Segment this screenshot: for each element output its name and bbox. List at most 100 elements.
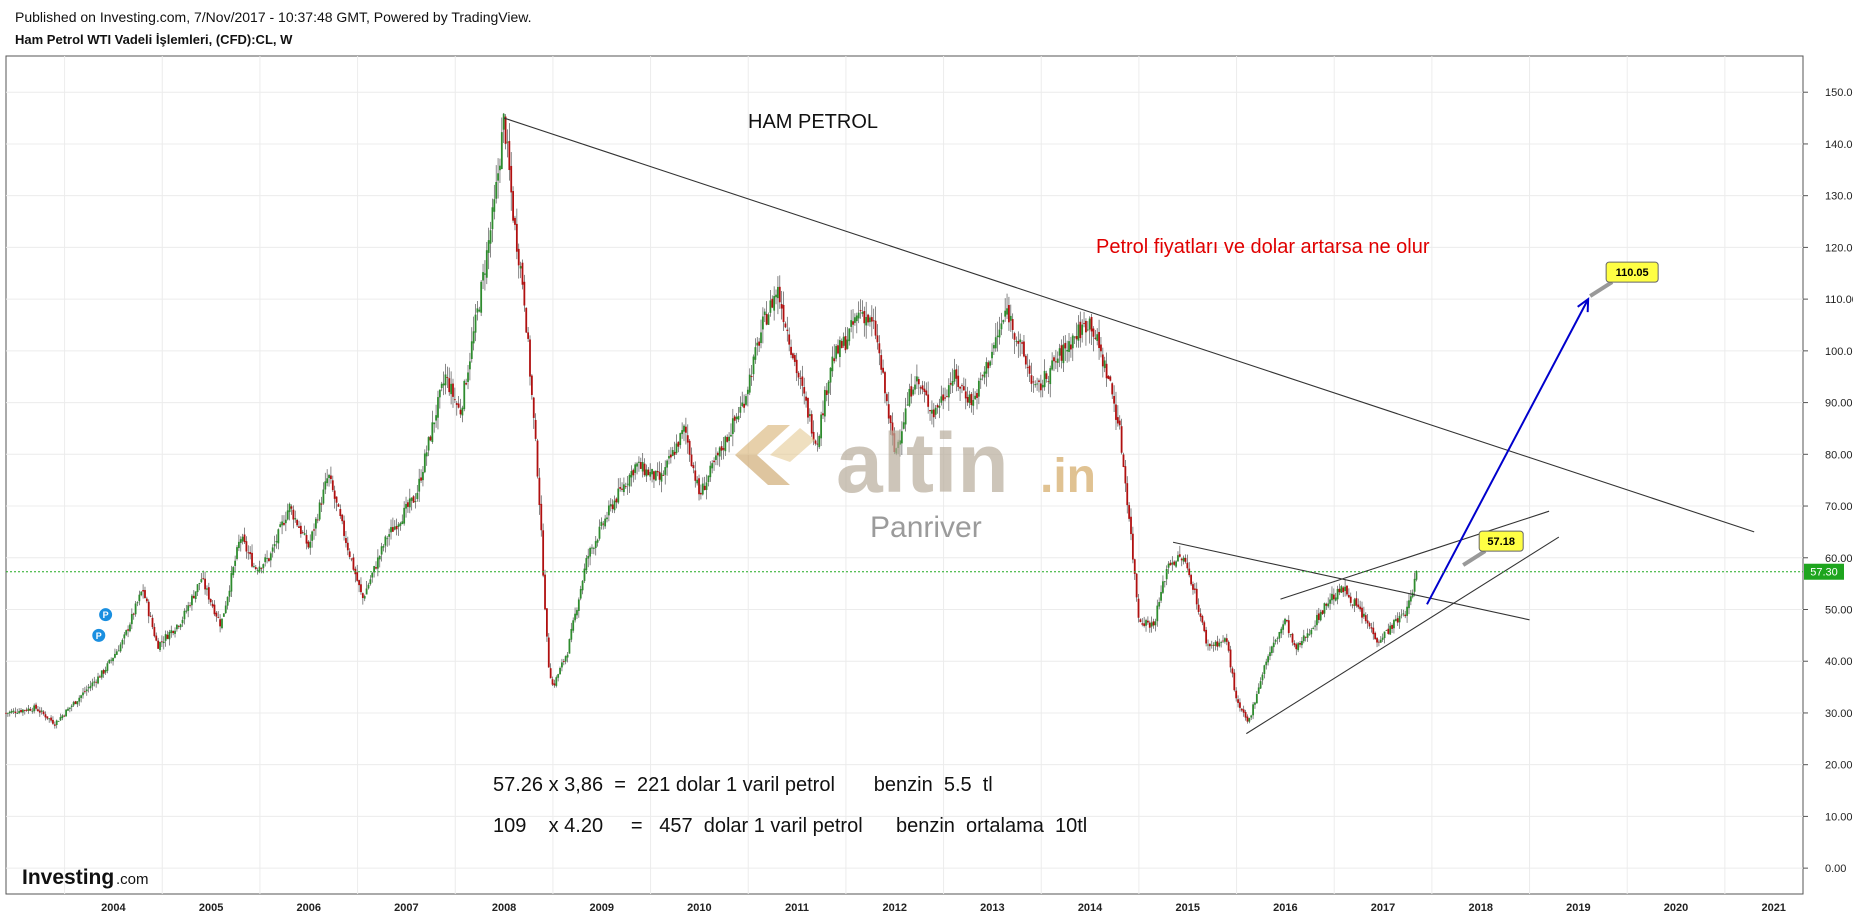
candle	[1028, 365, 1031, 374]
candle	[546, 608, 548, 637]
candle	[168, 631, 171, 640]
candle	[108, 659, 111, 664]
candle	[345, 538, 347, 543]
candle	[576, 610, 578, 616]
candle	[1075, 336, 1078, 340]
candle	[18, 711, 21, 713]
candle	[352, 557, 355, 570]
candle	[181, 619, 184, 624]
candle	[222, 613, 225, 617]
candle	[878, 343, 881, 354]
candle	[577, 599, 580, 611]
candle	[1374, 632, 1377, 640]
candle	[390, 527, 392, 533]
candle	[125, 630, 128, 635]
candle	[981, 375, 984, 377]
candle	[606, 517, 608, 520]
candle	[1355, 598, 1358, 606]
grid	[6, 56, 1803, 894]
candle	[519, 266, 522, 269]
candle	[1394, 619, 1397, 622]
candle	[1064, 342, 1067, 349]
candle	[835, 346, 838, 359]
equation-1: 57.26 x 3,86 = 221 dolar 1 varil petrol …	[493, 774, 993, 796]
candle	[1265, 661, 1268, 666]
candle	[865, 317, 868, 326]
event-markers[interactable]: PP	[91, 607, 114, 643]
candle	[1135, 573, 1138, 598]
candle	[1193, 588, 1196, 590]
candle	[1349, 596, 1352, 603]
candle	[1041, 384, 1044, 388]
candle	[596, 539, 599, 543]
candle	[1285, 620, 1288, 622]
candle	[1180, 558, 1183, 561]
candle	[1107, 375, 1110, 380]
candle	[863, 311, 866, 324]
candle	[818, 436, 821, 448]
candle	[1361, 607, 1363, 618]
candle	[192, 595, 195, 599]
candle	[730, 434, 732, 437]
event-marker[interactable]: P	[91, 627, 107, 643]
candle	[221, 618, 223, 629]
candle	[93, 681, 96, 683]
candle	[624, 486, 627, 488]
candle	[529, 339, 531, 377]
candle	[5, 712, 7, 714]
candle	[172, 631, 175, 634]
candle	[953, 369, 956, 382]
candle	[1257, 687, 1260, 694]
candle	[557, 674, 560, 678]
candle	[1329, 599, 1331, 604]
candle	[976, 392, 978, 398]
candle	[61, 715, 64, 719]
candle	[435, 415, 437, 421]
candle	[335, 496, 338, 503]
candle	[497, 173, 499, 181]
candle	[647, 469, 650, 476]
event-marker[interactable]: P	[98, 607, 114, 623]
candle	[947, 385, 950, 398]
candle	[882, 367, 884, 373]
candle	[367, 584, 370, 589]
candle	[114, 653, 116, 658]
candle	[455, 403, 458, 405]
candle	[187, 605, 190, 611]
candle	[35, 704, 37, 709]
candle	[296, 519, 299, 526]
candle	[925, 390, 928, 396]
candle	[508, 141, 511, 171]
candle	[1167, 563, 1170, 568]
candle	[775, 294, 777, 298]
candle	[874, 320, 877, 336]
candle	[467, 372, 469, 382]
candle	[823, 389, 826, 417]
candle	[1353, 599, 1356, 607]
candle	[716, 452, 719, 456]
candle	[1208, 644, 1211, 647]
candle	[607, 505, 610, 516]
candle	[46, 716, 49, 719]
candle	[944, 397, 946, 399]
candle	[574, 613, 576, 621]
candle	[330, 475, 332, 480]
candle	[991, 351, 993, 359]
candle	[491, 207, 494, 230]
candle	[376, 557, 379, 569]
candle	[934, 407, 937, 415]
watermark-sub: Panriver	[870, 511, 982, 544]
candle	[745, 396, 747, 405]
candle	[1100, 344, 1102, 352]
candle	[1357, 604, 1360, 608]
candle	[936, 405, 939, 408]
candle	[737, 415, 740, 420]
candle	[350, 558, 353, 560]
candle	[617, 488, 620, 503]
candle	[153, 626, 156, 637]
candle	[262, 564, 265, 569]
candle	[822, 413, 824, 416]
candle	[83, 691, 86, 693]
candle	[1261, 674, 1264, 681]
